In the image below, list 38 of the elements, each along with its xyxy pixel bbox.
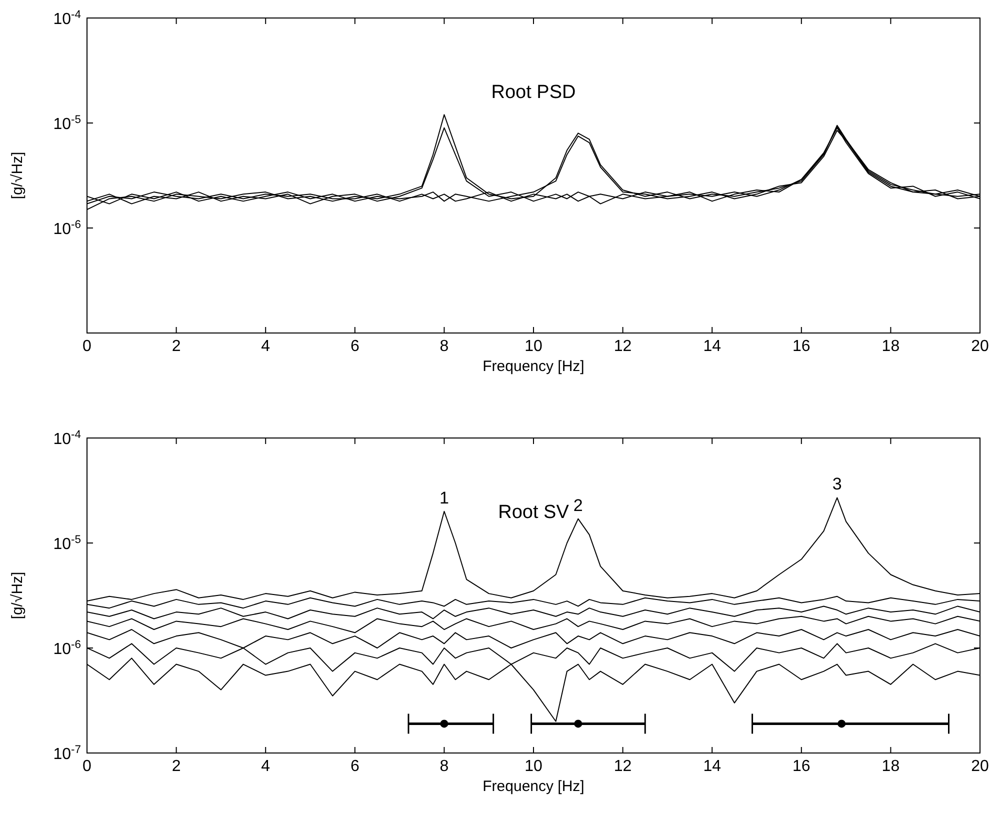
x-tick-label: 8: [440, 758, 449, 775]
x-tick-label: 2: [172, 758, 181, 775]
x-tick-label: 16: [792, 758, 810, 775]
text: Root PSD: [491, 82, 576, 103]
y-axis-title: [g/√Hz]: [9, 572, 26, 620]
x-tick-label: 12: [614, 758, 632, 775]
y-tick-label: 10$^{-5}$: [53, 534, 81, 553]
x-tick-label: 4: [261, 758, 270, 775]
text: Root SV: [498, 502, 570, 523]
x-tick-label: 8: [440, 338, 449, 355]
x-tick-label: 6: [350, 758, 360, 775]
x-tick-label: 18: [882, 758, 900, 775]
x-tick-label: 2: [172, 338, 181, 355]
x-axis-title: Frequency [Hz]: [482, 358, 584, 375]
y-tick-label: 10$^{-4}$: [53, 429, 81, 448]
y-tick-label: 10$^{-4}$: [53, 9, 81, 28]
y-tick-label: 10$^{-7}$: [53, 744, 81, 763]
x-tick-label: 18: [882, 338, 900, 355]
annotation: 3: [832, 474, 842, 494]
x-tick-label: 10: [524, 338, 542, 355]
y-axis-title: [g/√Hz]: [9, 152, 26, 200]
y-tick-label: 10$^{-6}$: [53, 639, 81, 658]
x-tick-label: 20: [971, 758, 989, 775]
x-tick-label: 0: [82, 758, 92, 775]
x-tick-label: 20: [971, 338, 989, 355]
x-tick-label: 12: [614, 338, 632, 355]
annotation: 1: [439, 488, 449, 508]
x-tick-label: 10: [524, 758, 542, 775]
x-tick-label: 6: [350, 338, 360, 355]
x-tick-label: 4: [261, 338, 270, 355]
x-tick-label: 16: [792, 338, 810, 355]
y-tick-label: 10$^{-6}$: [53, 219, 81, 238]
x-axis-title: Frequency [Hz]: [482, 778, 584, 795]
y-tick-label: 10$^{-5}$: [53, 114, 81, 133]
annotation: 2: [573, 496, 583, 515]
x-tick-label: 0: [82, 338, 92, 355]
x-tick-label: 14: [703, 758, 722, 775]
x-tick-label: 14: [703, 338, 722, 355]
